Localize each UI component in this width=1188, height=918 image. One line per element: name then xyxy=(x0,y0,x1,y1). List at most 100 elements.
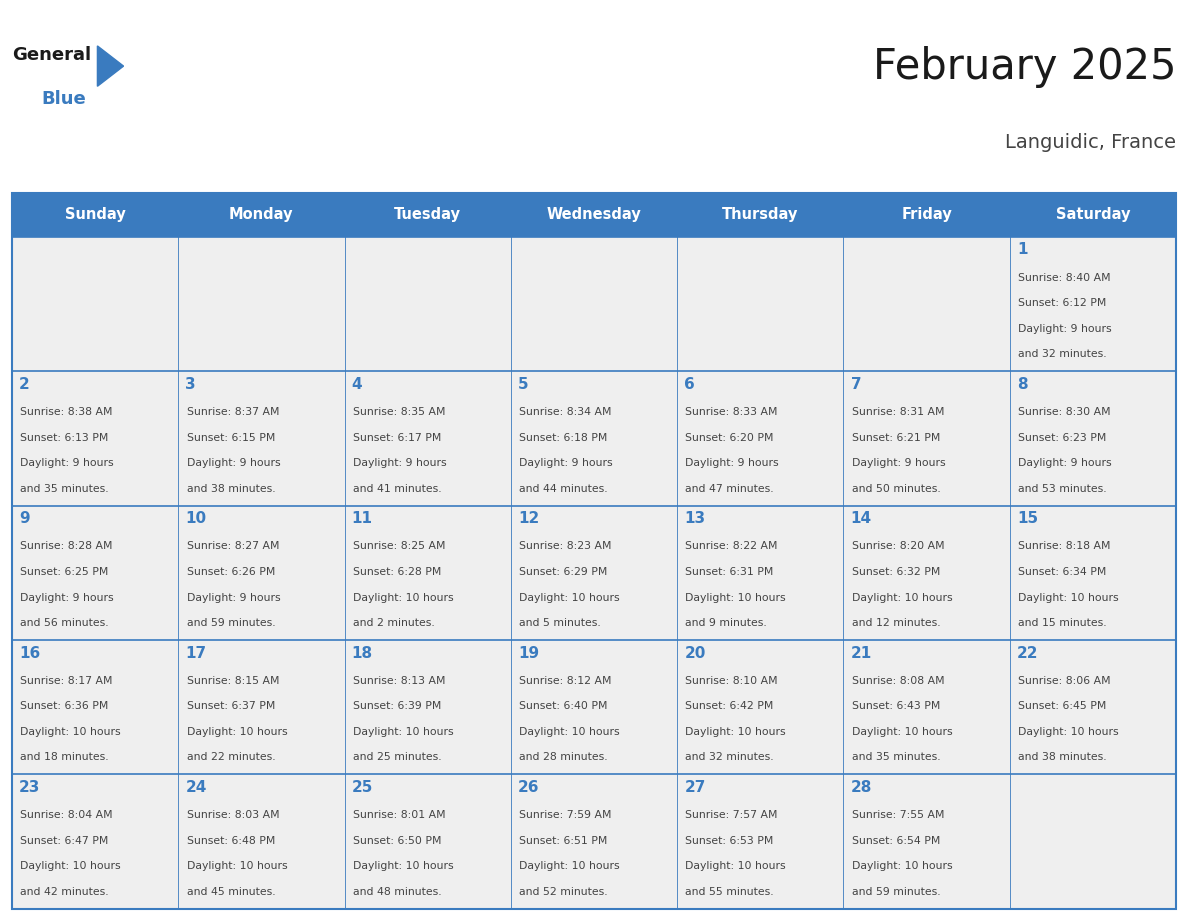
Text: 10: 10 xyxy=(185,511,207,526)
Bar xyxy=(1010,775,1176,909)
Text: Daylight: 9 hours: Daylight: 9 hours xyxy=(187,458,280,468)
Text: Daylight: 9 hours: Daylight: 9 hours xyxy=(20,592,114,602)
Bar xyxy=(677,371,843,506)
Bar xyxy=(843,640,1010,775)
Text: Sunrise: 7:57 AM: Sunrise: 7:57 AM xyxy=(685,811,778,820)
Bar xyxy=(843,193,1010,237)
Text: Sunset: 6:50 PM: Sunset: 6:50 PM xyxy=(353,835,441,845)
Text: and 5 minutes.: and 5 minutes. xyxy=(519,618,601,628)
Bar xyxy=(12,193,178,237)
Bar xyxy=(511,237,677,371)
Text: Daylight: 10 hours: Daylight: 10 hours xyxy=(519,861,620,871)
Bar xyxy=(178,775,345,909)
Text: Languidic, France: Languidic, France xyxy=(1005,133,1176,152)
Bar xyxy=(345,193,511,237)
Text: Daylight: 10 hours: Daylight: 10 hours xyxy=(187,861,287,871)
Text: Daylight: 10 hours: Daylight: 10 hours xyxy=(852,861,953,871)
Bar xyxy=(843,506,1010,640)
Text: 21: 21 xyxy=(851,645,872,661)
Bar xyxy=(843,371,1010,506)
Text: Thursday: Thursday xyxy=(722,207,798,222)
Text: Daylight: 10 hours: Daylight: 10 hours xyxy=(20,727,121,737)
Bar xyxy=(1010,237,1176,371)
Bar xyxy=(1010,371,1176,506)
Text: and 35 minutes.: and 35 minutes. xyxy=(20,484,109,494)
Text: and 59 minutes.: and 59 minutes. xyxy=(852,887,941,897)
Text: Tuesday: Tuesday xyxy=(394,207,461,222)
Text: 14: 14 xyxy=(851,511,872,526)
Text: Saturday: Saturday xyxy=(1056,207,1130,222)
Bar xyxy=(12,775,178,909)
Text: Sunset: 6:54 PM: Sunset: 6:54 PM xyxy=(852,835,940,845)
Text: 24: 24 xyxy=(185,780,207,795)
Text: and 56 minutes.: and 56 minutes. xyxy=(20,618,109,628)
Text: Daylight: 10 hours: Daylight: 10 hours xyxy=(519,592,620,602)
Bar xyxy=(1010,506,1176,640)
Text: and 38 minutes.: and 38 minutes. xyxy=(1018,753,1107,763)
Text: Daylight: 10 hours: Daylight: 10 hours xyxy=(353,727,454,737)
Text: Sunset: 6:18 PM: Sunset: 6:18 PM xyxy=(519,432,607,442)
Bar xyxy=(677,775,843,909)
Text: Sunrise: 8:04 AM: Sunrise: 8:04 AM xyxy=(20,811,113,820)
Text: Daylight: 9 hours: Daylight: 9 hours xyxy=(852,458,946,468)
Bar xyxy=(12,506,178,640)
Text: 25: 25 xyxy=(352,780,373,795)
Text: and 45 minutes.: and 45 minutes. xyxy=(187,887,276,897)
Text: and 55 minutes.: and 55 minutes. xyxy=(685,887,775,897)
Text: and 48 minutes.: and 48 minutes. xyxy=(353,887,442,897)
Text: Sunrise: 8:37 AM: Sunrise: 8:37 AM xyxy=(187,407,279,417)
Text: 19: 19 xyxy=(518,645,539,661)
Bar xyxy=(511,506,677,640)
Text: 17: 17 xyxy=(185,645,207,661)
Text: Sunset: 6:15 PM: Sunset: 6:15 PM xyxy=(187,432,274,442)
Bar xyxy=(12,640,178,775)
Bar xyxy=(843,237,1010,371)
Text: 26: 26 xyxy=(518,780,539,795)
Text: and 32 minutes.: and 32 minutes. xyxy=(1018,349,1107,359)
Text: 27: 27 xyxy=(684,780,706,795)
Text: Sunset: 6:28 PM: Sunset: 6:28 PM xyxy=(353,567,441,577)
Bar xyxy=(511,640,677,775)
Text: Sunset: 6:17 PM: Sunset: 6:17 PM xyxy=(353,432,441,442)
Bar xyxy=(345,237,511,371)
Text: Sunrise: 8:01 AM: Sunrise: 8:01 AM xyxy=(353,811,446,820)
Bar xyxy=(511,775,677,909)
Text: Sunrise: 8:10 AM: Sunrise: 8:10 AM xyxy=(685,676,778,686)
Text: and 32 minutes.: and 32 minutes. xyxy=(685,753,775,763)
Text: Sunrise: 8:30 AM: Sunrise: 8:30 AM xyxy=(1018,407,1111,417)
Bar xyxy=(12,371,178,506)
Text: and 44 minutes.: and 44 minutes. xyxy=(519,484,608,494)
Text: Sunrise: 8:34 AM: Sunrise: 8:34 AM xyxy=(519,407,612,417)
Bar xyxy=(677,193,843,237)
Text: and 41 minutes.: and 41 minutes. xyxy=(353,484,442,494)
Text: Sunrise: 8:40 AM: Sunrise: 8:40 AM xyxy=(1018,273,1111,283)
Text: Sunrise: 8:33 AM: Sunrise: 8:33 AM xyxy=(685,407,778,417)
Text: Blue: Blue xyxy=(42,90,87,108)
Text: 6: 6 xyxy=(684,376,695,392)
Text: Daylight: 9 hours: Daylight: 9 hours xyxy=(519,458,613,468)
Text: Daylight: 9 hours: Daylight: 9 hours xyxy=(685,458,779,468)
Bar xyxy=(12,237,178,371)
Text: Sunset: 6:43 PM: Sunset: 6:43 PM xyxy=(852,701,940,711)
Text: 11: 11 xyxy=(352,511,373,526)
Text: Sunset: 6:23 PM: Sunset: 6:23 PM xyxy=(1018,432,1106,442)
Text: Daylight: 10 hours: Daylight: 10 hours xyxy=(1018,592,1119,602)
Text: and 9 minutes.: and 9 minutes. xyxy=(685,618,767,628)
Text: Daylight: 10 hours: Daylight: 10 hours xyxy=(685,592,786,602)
Text: Sunrise: 8:35 AM: Sunrise: 8:35 AM xyxy=(353,407,446,417)
Text: Sunset: 6:36 PM: Sunset: 6:36 PM xyxy=(20,701,108,711)
Text: Sunset: 6:40 PM: Sunset: 6:40 PM xyxy=(519,701,607,711)
Text: Sunrise: 8:13 AM: Sunrise: 8:13 AM xyxy=(353,676,446,686)
Text: Sunset: 6:26 PM: Sunset: 6:26 PM xyxy=(187,567,274,577)
Text: Daylight: 9 hours: Daylight: 9 hours xyxy=(1018,324,1112,334)
Text: Sunrise: 8:22 AM: Sunrise: 8:22 AM xyxy=(685,542,778,552)
Text: Sunrise: 8:08 AM: Sunrise: 8:08 AM xyxy=(852,676,944,686)
Text: 7: 7 xyxy=(851,376,861,392)
Text: 16: 16 xyxy=(19,645,40,661)
Text: Sunset: 6:34 PM: Sunset: 6:34 PM xyxy=(1018,567,1106,577)
Text: 5: 5 xyxy=(518,376,529,392)
Text: Daylight: 9 hours: Daylight: 9 hours xyxy=(1018,458,1112,468)
Bar xyxy=(843,775,1010,909)
Text: 23: 23 xyxy=(19,780,40,795)
Text: and 38 minutes.: and 38 minutes. xyxy=(187,484,276,494)
